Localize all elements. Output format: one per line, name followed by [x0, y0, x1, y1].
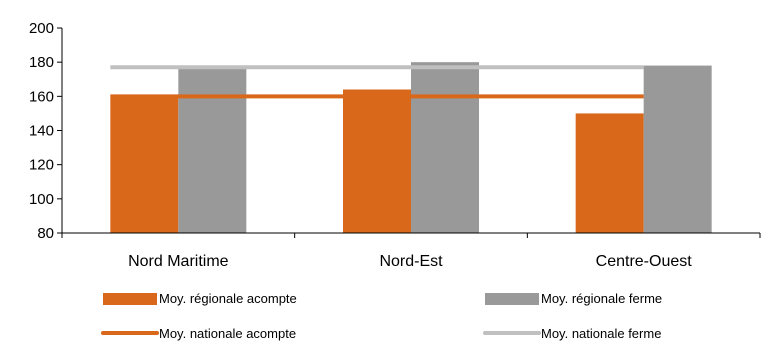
- bar-regional-acompte-2: [575, 113, 644, 233]
- legend: Moy. régionale acompte Moy. régionale fer…: [101, 291, 662, 341]
- y-tick-label: 200: [29, 20, 54, 37]
- x-category-label: Nord Maritime: [128, 253, 229, 270]
- legend-item: Moy. régionale ferme: [485, 291, 662, 306]
- y-tick-label: 160: [29, 88, 54, 105]
- y-tick-label: 80: [37, 225, 54, 242]
- y-tick-label: 180: [29, 54, 54, 71]
- legend-label: Moy. régionale ferme: [541, 291, 662, 306]
- y-tick-label: 100: [29, 191, 54, 208]
- x-category-label: Centre-Ouest: [596, 253, 693, 270]
- legend-item: Moy. nationale ferme: [483, 326, 661, 341]
- legend-label: Moy. nationale ferme: [541, 326, 661, 341]
- bar-regional-ferme-1: [411, 62, 479, 233]
- legend-swatch-bar: [485, 293, 539, 305]
- bar-regional-acompte-1: [343, 89, 411, 233]
- legend-label: Moy. nationale acompte: [159, 326, 296, 341]
- bars-group: [110, 62, 712, 234]
- legend-item: Moy. nationale acompte: [101, 326, 296, 341]
- legend-swatch-bar: [103, 293, 157, 305]
- x-category-label: Nord-Est: [379, 253, 443, 270]
- legend-label: Moy. régionale acompte: [159, 291, 297, 306]
- y-tick-label: 120: [29, 157, 54, 174]
- bar-regional-ferme-2: [643, 65, 712, 233]
- bar-regional-ferme-0: [178, 67, 247, 234]
- axes-group: 80 100 120 140 160 180 200 Nord Maritime Nord-Es…: [29, 20, 761, 270]
- bar-regional-acompte-0: [110, 98, 179, 234]
- legend-item: Moy. régionale acompte: [103, 291, 297, 306]
- y-tick-label: 140: [29, 123, 54, 140]
- reference-lines-group: [110, 65, 644, 99]
